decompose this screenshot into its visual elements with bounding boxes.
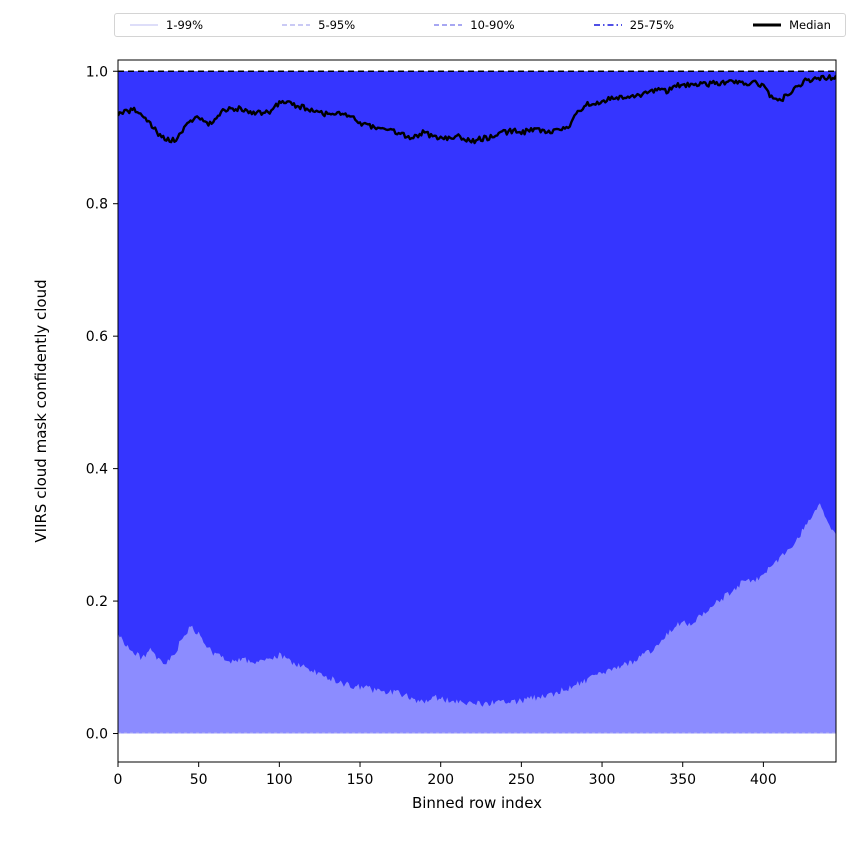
y-tick-label: 0.0 bbox=[86, 727, 108, 743]
x-tick-label: 250 bbox=[508, 772, 535, 788]
legend-label: 10-90% bbox=[470, 18, 515, 32]
legend-item-median: Median bbox=[752, 18, 831, 32]
bands-group bbox=[118, 70, 836, 734]
axes-spines bbox=[117, 59, 837, 763]
legend-line-sample bbox=[130, 24, 158, 26]
x-tick-label: 100 bbox=[266, 772, 293, 788]
x-tick-label: 50 bbox=[190, 772, 208, 788]
legend: 1-99% 5-95% 10-90% 25-75% Median bbox=[114, 13, 846, 37]
legend-item-5-95-: 5-95% bbox=[281, 18, 355, 32]
x-tick-label: 300 bbox=[589, 772, 616, 788]
x-axis-label: Binned row index bbox=[412, 794, 542, 812]
y-tick-label: 0.6 bbox=[86, 329, 108, 345]
legend-line-sample bbox=[282, 24, 311, 26]
legend-label: 5-95% bbox=[318, 18, 356, 32]
legend-item-1-99-: 1-99% bbox=[129, 18, 203, 32]
x-tick-label: 200 bbox=[427, 772, 454, 788]
y-tick-label: 0.8 bbox=[86, 197, 108, 213]
x-tick-label: 0 bbox=[114, 772, 123, 788]
y-tick-label: 0.2 bbox=[86, 594, 108, 610]
legend-label: 1-99% bbox=[166, 18, 204, 32]
median-line bbox=[118, 74, 836, 145]
legend-label: 25-75% bbox=[629, 18, 675, 32]
legend-label: Median bbox=[789, 18, 831, 32]
x-tick-label: 400 bbox=[750, 772, 777, 788]
y-tick-label: 0.4 bbox=[86, 462, 108, 478]
band-25-75- bbox=[118, 71, 836, 707]
legend-item-25-75-: 25-75% bbox=[593, 18, 674, 32]
x-tick-label: 350 bbox=[669, 772, 696, 788]
legend-line-sample bbox=[434, 24, 463, 26]
y-tick-label: 1.0 bbox=[86, 64, 108, 80]
legend-line-sample bbox=[593, 24, 622, 26]
legend-item-10-90-: 10-90% bbox=[433, 18, 515, 32]
legend-line-sample bbox=[753, 23, 782, 27]
y-axis-label: VIIRS cloud mask confidently cloud bbox=[32, 279, 50, 542]
x-tick-label: 150 bbox=[347, 772, 374, 788]
